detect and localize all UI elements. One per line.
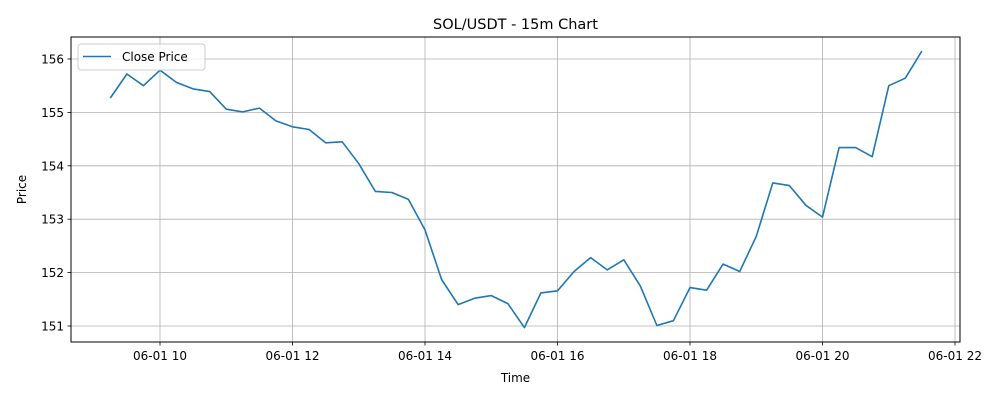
data-point [903, 76, 907, 80]
x-tick-label: 06-01 14 [398, 349, 452, 363]
x-tick-label: 06-01 18 [663, 349, 717, 363]
data-point [357, 162, 361, 166]
data-point [307, 128, 311, 132]
y-axis-label: Price [15, 175, 29, 204]
y-tick-label: 154 [41, 159, 64, 173]
data-point [688, 286, 692, 290]
data-point [787, 184, 791, 188]
data-point [721, 262, 725, 266]
x-tick-label: 06-01 22 [928, 349, 982, 363]
legend-label-close-price: Close Price [122, 50, 188, 64]
data-point [423, 228, 427, 232]
x-tick-label: 06-01 20 [796, 349, 850, 363]
data-point [771, 181, 775, 185]
data-point [373, 189, 377, 193]
data-point [141, 84, 145, 88]
data-point [539, 291, 543, 295]
y-tick-label: 155 [41, 106, 64, 120]
plot-frame [70, 36, 961, 343]
y-tick-label: 153 [41, 213, 64, 227]
data-point [738, 270, 742, 274]
x-tick-label: 06-01 12 [266, 349, 320, 363]
data-point [522, 326, 526, 330]
y-tick-label: 156 [41, 53, 64, 67]
data-point [556, 289, 560, 293]
data-point [671, 319, 675, 323]
y-tick-label: 151 [41, 320, 64, 334]
data-point [837, 146, 841, 150]
data-point [589, 256, 593, 260]
data-point [821, 215, 825, 219]
data-point [456, 303, 460, 307]
data-point [572, 270, 576, 274]
data-point [920, 49, 924, 53]
y-axis-ticks: 151 152 153 154 155 156 [41, 53, 71, 334]
x-axis-label: Time [500, 371, 530, 385]
data-point [224, 107, 228, 111]
data-point [854, 146, 858, 150]
data-point [655, 324, 659, 328]
data-point [175, 81, 179, 85]
data-point [390, 191, 394, 195]
data-point [887, 84, 891, 88]
data-point [605, 268, 609, 272]
data-point [257, 106, 261, 110]
data-point [324, 141, 328, 145]
data-point [705, 288, 709, 292]
chart-title: SOL/USDT - 15m Chart [433, 17, 598, 33]
data-point [804, 203, 808, 207]
data-point [108, 96, 112, 100]
data-point [638, 284, 642, 288]
data-point [191, 87, 195, 91]
data-point [440, 278, 444, 282]
y-tick-label: 152 [41, 266, 64, 280]
data-point [870, 155, 874, 159]
data-point [274, 119, 278, 123]
data-point [754, 234, 758, 238]
data-point [406, 197, 410, 201]
series-line-close-price [109, 50, 923, 329]
series-layer [108, 49, 924, 330]
data-point [473, 296, 477, 300]
grid [71, 37, 960, 342]
x-axis-ticks: 06-01 10 06-01 12 06-01 14 06-01 16 06-01 18… [133, 342, 982, 363]
data-point [291, 125, 295, 129]
legend: Close Price [77, 43, 206, 71]
data-point [489, 294, 493, 298]
data-point [340, 140, 344, 144]
data-point [241, 110, 245, 114]
x-tick-label: 06-01 10 [133, 349, 187, 363]
data-point [506, 302, 510, 306]
data-point [125, 72, 129, 76]
data-point [622, 258, 626, 262]
data-point [208, 90, 212, 94]
legend-box [77, 43, 206, 71]
x-tick-label: 06-01 16 [531, 349, 585, 363]
